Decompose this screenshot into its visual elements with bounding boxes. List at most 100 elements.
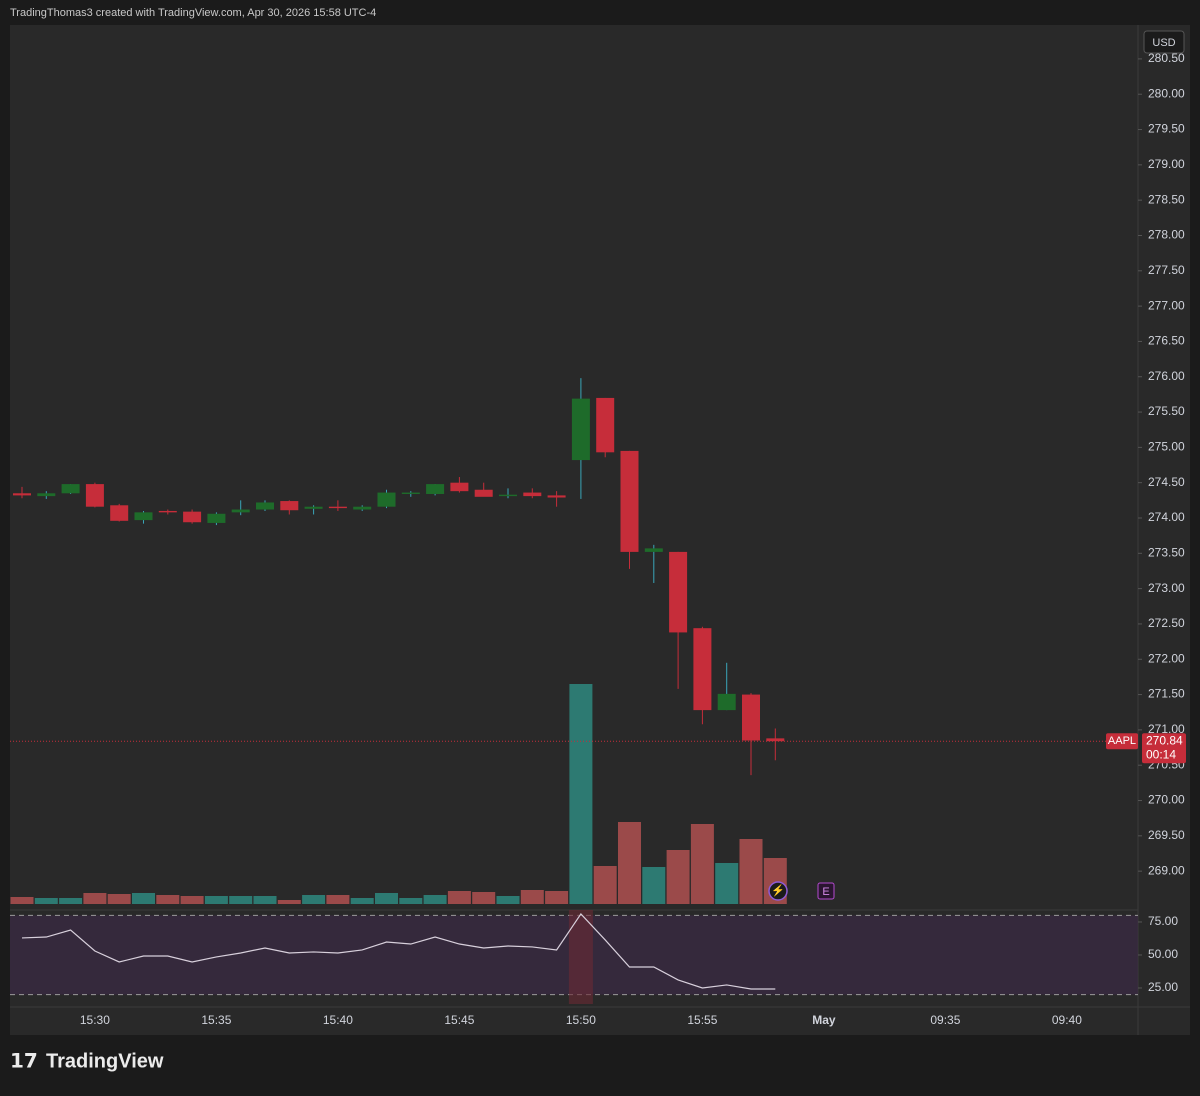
y-tick-label: 273.00 [1148, 581, 1185, 595]
volume-bar [83, 893, 107, 904]
volume-bar [520, 890, 544, 904]
y-tick-label: 275.50 [1148, 404, 1185, 418]
symbol-tag-label: AAPL [1108, 735, 1136, 747]
x-tick-label: 15:35 [201, 1013, 231, 1027]
candle-body [13, 493, 31, 496]
y-tick-label: 276.00 [1148, 369, 1185, 383]
y-tick-label: 272.50 [1148, 616, 1185, 630]
volume-bar [618, 822, 641, 904]
plot-area: 269.00269.50270.00270.50271.00271.50272.… [10, 51, 1186, 1027]
volume-bar [204, 896, 228, 904]
candle-body [401, 492, 420, 494]
y-tick-label: 280.00 [1148, 86, 1185, 100]
volume-bar [642, 867, 666, 904]
candle-body [717, 693, 736, 711]
candle-body [183, 511, 202, 523]
volume-bar [156, 895, 180, 904]
x-tick-label: 15:50 [566, 1013, 596, 1027]
y-tick-label: 271.00 [1148, 722, 1185, 736]
y-tick-label: 273.50 [1148, 545, 1185, 559]
rsi-y-tick-label: 50.00 [1148, 947, 1178, 961]
candle-body [547, 495, 566, 498]
volume-bar [569, 684, 593, 904]
volume-bar [545, 891, 569, 904]
volume-bar [399, 898, 423, 904]
candle-body [110, 505, 129, 521]
y-tick-label: 277.50 [1148, 263, 1185, 277]
x-tick-label: 15:40 [323, 1013, 353, 1027]
volume-bar [132, 893, 155, 904]
candle-body [85, 484, 104, 507]
rsi-line [21, 912, 776, 990]
x-tick-label: 09:40 [1052, 1013, 1082, 1027]
candle-body [742, 694, 760, 741]
earnings-label: E [822, 886, 829, 898]
candle-body [523, 492, 542, 497]
alert-icon[interactable] [768, 881, 788, 901]
candle-body [280, 501, 299, 511]
candle-body [693, 628, 712, 711]
candle-body [571, 398, 590, 461]
currency-label: USD [1152, 37, 1175, 49]
rsi-y-tick-label: 25.00 [1148, 980, 1178, 994]
volume-bar [666, 850, 690, 904]
candle-body [207, 513, 226, 523]
y-tick-label: 274.50 [1148, 475, 1185, 489]
footer-brand: TradingView [46, 1050, 164, 1072]
volume-bar [326, 895, 350, 904]
candle-body [474, 489, 493, 497]
earnings-marker[interactable] [817, 882, 835, 900]
candle-body [231, 509, 250, 513]
y-tick-label: 277.00 [1148, 298, 1185, 312]
y-tick-label: 271.50 [1148, 687, 1185, 701]
y-tick-label: 276.50 [1148, 334, 1185, 348]
y-tick-label: 278.50 [1148, 192, 1185, 206]
currency-button[interactable] [1143, 30, 1185, 54]
volume-bar [593, 866, 617, 904]
candle-body [669, 551, 688, 633]
candle-body [596, 397, 615, 453]
candle-body [61, 484, 80, 494]
last-price-box [1142, 733, 1186, 764]
rsi-pane [10, 910, 1138, 1004]
candle-body [37, 493, 56, 497]
y-tick-label: 279.50 [1148, 122, 1185, 136]
y-tick-label: 270.00 [1148, 793, 1185, 807]
candle-body [377, 492, 396, 507]
candle-body [620, 450, 639, 552]
volume-bar [10, 897, 34, 904]
volume-bar [715, 863, 739, 904]
y-tick-label: 269.50 [1148, 828, 1185, 842]
volume-bar [690, 824, 714, 904]
header: TradingThomas3 created with TradingView.… [10, 7, 376, 19]
x-tick-label: May [812, 1013, 836, 1027]
x-tick-label: 15:30 [80, 1013, 110, 1027]
candle-body [644, 548, 663, 552]
volume-bar [472, 892, 496, 904]
y-tick-label: 275.00 [1148, 440, 1185, 454]
x-tick-label: 15:55 [687, 1013, 717, 1027]
logo-mark: 𝟭𝟳 [10, 1050, 38, 1072]
y-tick-label: 274.00 [1148, 510, 1185, 524]
alert-glyph: ⚡ [771, 884, 785, 897]
y-tick-label: 269.00 [1148, 863, 1185, 877]
y-tick-label: 279.00 [1148, 157, 1185, 171]
volume-bar [59, 898, 83, 904]
countdown-label: 00:14 [1146, 747, 1176, 761]
candle-body [304, 506, 323, 509]
candle-body [353, 506, 372, 510]
volume-bar [34, 898, 58, 904]
volume-bar [375, 893, 398, 904]
volume-bar [350, 898, 374, 904]
x-tick-label: 15:45 [444, 1013, 474, 1027]
volume-bar [180, 896, 204, 904]
candle-body [256, 502, 274, 510]
candle-body [499, 494, 517, 497]
rsi-y-tick-label: 75.00 [1148, 914, 1178, 928]
candle-body [450, 482, 469, 492]
candle-body [426, 484, 445, 494]
y-tick-label: 278.00 [1148, 228, 1185, 242]
volume-bar [277, 900, 301, 904]
symbol-tag [1106, 733, 1138, 750]
